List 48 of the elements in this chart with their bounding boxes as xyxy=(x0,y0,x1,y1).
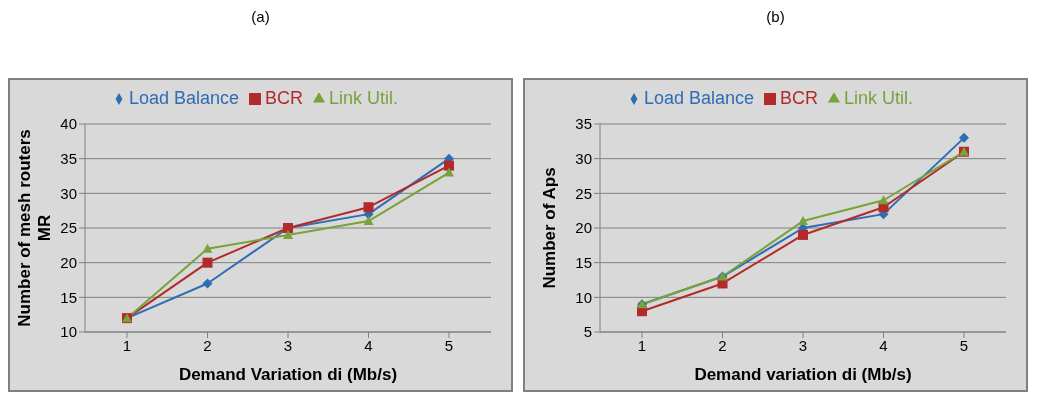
point xyxy=(959,132,969,143)
y-tick-label: 20 xyxy=(60,253,77,271)
legend-label: Link Util. xyxy=(329,88,399,108)
point xyxy=(363,202,374,213)
x-tick-label: 2 xyxy=(203,336,212,354)
x-axis-title: Demand variation di (Mb/s) xyxy=(694,365,912,384)
point xyxy=(878,195,889,205)
y-tick-label: 15 xyxy=(575,253,592,271)
y-tick-label: 10 xyxy=(575,288,592,306)
x-tick-label: 3 xyxy=(283,336,293,354)
legend-label: BCR xyxy=(265,88,304,108)
x-tick-label: 2 xyxy=(718,336,727,354)
y-tick-label: 25 xyxy=(60,219,77,237)
y-axis-title: Number of mesh routers MR xyxy=(15,129,54,327)
y-axis-title: Number of Aps xyxy=(540,167,559,289)
point xyxy=(283,229,293,239)
y-tick-label: 40 xyxy=(60,115,77,133)
point xyxy=(444,160,454,171)
point xyxy=(798,229,808,240)
legend-label: Load Balance xyxy=(128,88,240,108)
y-tick-label: 30 xyxy=(575,149,592,167)
y-tick-label: 10 xyxy=(60,323,77,341)
x-axis-title: Demand Variation di (Mb/s) xyxy=(178,365,398,384)
legend-label: BCR xyxy=(780,88,819,108)
point xyxy=(202,243,213,253)
y-tick-label: 25 xyxy=(575,184,592,202)
point xyxy=(202,257,213,268)
point xyxy=(363,216,374,226)
point xyxy=(798,216,808,226)
y-tick-label: 35 xyxy=(575,115,592,133)
x-tick-label: 1 xyxy=(122,336,132,354)
point xyxy=(202,278,213,289)
y-tick-label: 30 xyxy=(60,184,77,202)
x-tick-label: 3 xyxy=(798,336,808,354)
x-tick-label: 1 xyxy=(637,336,647,354)
x-tick-label: 4 xyxy=(879,336,888,354)
x-tick-label: 5 xyxy=(959,336,969,354)
y-tick-label: 20 xyxy=(575,219,592,237)
y-tick-label: 15 xyxy=(60,288,77,306)
legend-label: Load Balance xyxy=(643,88,755,108)
y-tick-label: 35 xyxy=(60,149,77,167)
chart-title: (b) xyxy=(765,8,786,27)
legend-label: Link Util. xyxy=(844,88,914,108)
x-tick-label: 5 xyxy=(444,336,454,354)
chart-title: (a) xyxy=(250,8,271,27)
point xyxy=(444,167,454,177)
x-tick-label: 4 xyxy=(364,336,373,354)
y-tick-label: 5 xyxy=(583,323,592,341)
